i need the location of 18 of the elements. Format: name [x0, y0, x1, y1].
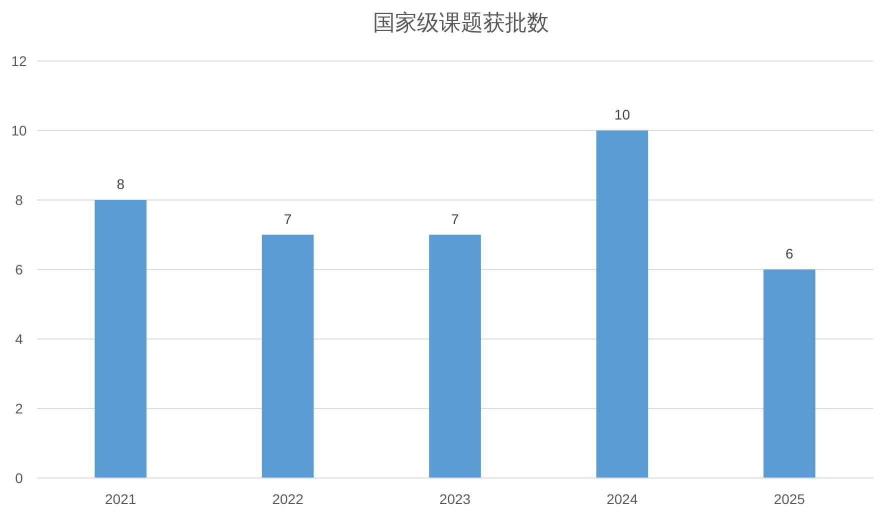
- data-label: 7: [284, 210, 292, 227]
- ytick: 12: [11, 53, 27, 69]
- ytick: 6: [15, 262, 23, 278]
- xtick: 2023: [439, 491, 471, 507]
- xtick: 2024: [606, 491, 638, 507]
- ytick: 4: [15, 331, 23, 347]
- title: 国家级课题获批数: [373, 10, 549, 35]
- data-label: 7: [451, 210, 459, 227]
- data-label: 6: [786, 246, 794, 262]
- ytick: 8: [15, 192, 23, 208]
- data-label: 8: [116, 176, 124, 192]
- xtick: 2022: [272, 491, 304, 507]
- ytick: 2: [15, 400, 23, 416]
- xtick: 2021: [105, 491, 136, 507]
- ytick: 10: [11, 122, 27, 138]
- xtick: 2025: [774, 491, 805, 507]
- data-label: 10: [614, 106, 630, 122]
- ytick: 0: [15, 470, 23, 486]
